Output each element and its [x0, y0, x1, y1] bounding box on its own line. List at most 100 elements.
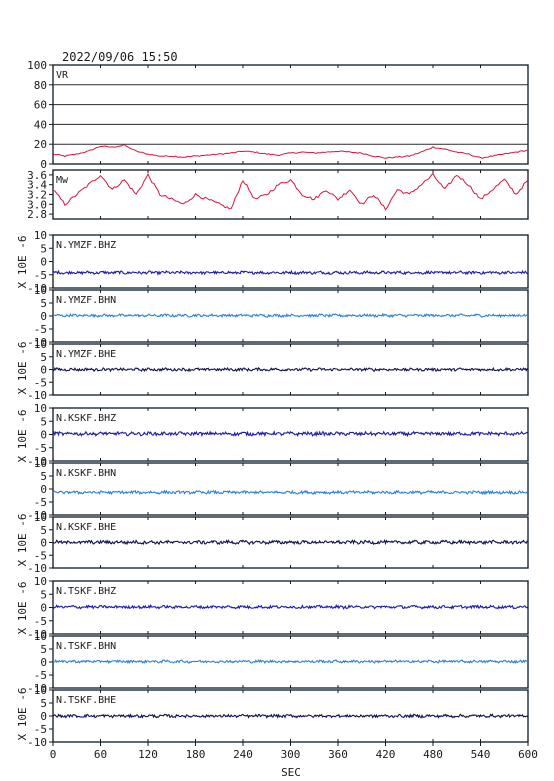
- series-line: [52, 172, 529, 211]
- y-tick-label: -10: [27, 455, 47, 468]
- y-axis-unit-label: X 10E -6: [16, 514, 29, 567]
- panel-label: Mw: [56, 175, 69, 186]
- y-tick-label: -10: [27, 682, 47, 695]
- y-tick-label: 100: [27, 59, 47, 72]
- y-tick-label: 5: [40, 470, 47, 483]
- y-tick-label: 20: [34, 138, 47, 151]
- x-tick-label: 240: [233, 748, 253, 761]
- y-tick-label: 5: [40, 697, 47, 710]
- y-tick-label: -5: [34, 269, 47, 282]
- x-axis-label: SEC: [281, 766, 301, 779]
- panel-vr: 0 20 40 60 80 100 VR: [27, 59, 529, 171]
- y-tick-label: 5: [40, 242, 47, 255]
- panel-label: N.YMZF.BHZ: [56, 240, 116, 251]
- y-tick-label: 10: [34, 229, 47, 242]
- y-tick-label: 10: [34, 402, 47, 415]
- panel-label: N.YMZF.BHE: [56, 349, 116, 360]
- y-tick-label: -5: [34, 442, 47, 455]
- x-tick-label: 300: [281, 748, 301, 761]
- y-axis-unit-label: X 10E -6: [16, 236, 29, 289]
- panel-n-tskf-bhn: -10-505 10 N.TSKF.BHN: [27, 630, 529, 695]
- y-axis-unit-label: X 10E -6: [16, 688, 29, 741]
- y-tick-label: 0: [40, 537, 47, 550]
- series-line: [52, 312, 529, 319]
- y-tick-label: 5: [40, 297, 47, 310]
- y-tick-label: 3.4: [27, 179, 47, 192]
- y-tick-label: -5: [34, 376, 47, 389]
- series-line: [52, 713, 529, 720]
- panel-mw: 2.83.03.23.43.6 Mw: [27, 169, 529, 221]
- y-tick-label: 5: [40, 351, 47, 364]
- y-axis-unit-label: X 10E -6: [16, 410, 29, 463]
- y-tick-label: 60: [34, 99, 47, 112]
- y-tick-label: 0: [40, 310, 47, 323]
- series-line: [52, 144, 529, 159]
- x-tick-label: 360: [328, 748, 348, 761]
- y-tick-label: 0: [40, 364, 47, 377]
- y-tick-label: 0: [40, 710, 47, 723]
- y-tick-label: -5: [34, 549, 47, 562]
- panel-frame: [52, 234, 529, 289]
- y-tick-label: 10: [34, 338, 47, 351]
- y-tick-label: 3.6: [27, 169, 47, 182]
- y-tick-label: -5: [34, 323, 47, 336]
- y-axis-unit-label: X 10E -6: [16, 342, 29, 395]
- y-tick-label: 10: [34, 575, 47, 588]
- panel-frame: [52, 462, 529, 516]
- y-tick-label: -10: [27, 562, 47, 575]
- panel-frame: [52, 64, 529, 165]
- x-axis-ticks: 0 60 120 180 240 300 360 420 480 540 600: [50, 742, 538, 761]
- y-tick-label: 5: [40, 643, 47, 656]
- panel-label: VR: [56, 70, 69, 81]
- x-tick-label: 0: [50, 748, 57, 761]
- series-line: [52, 489, 529, 496]
- panel-label: N.KSKF.BHN: [56, 468, 116, 479]
- y-tick-label: -10: [27, 736, 47, 749]
- figure-title: 2022/09/06 15:50: [62, 50, 178, 64]
- y-tick-label: 10: [34, 284, 47, 297]
- x-tick-label: 120: [138, 748, 158, 761]
- y-tick-label: -10: [27, 509, 47, 522]
- series-line: [52, 366, 529, 373]
- y-tick-label: 0: [40, 656, 47, 669]
- y-tick-label: -5: [34, 669, 47, 682]
- panel-label: N.KSKF.BHZ: [56, 413, 116, 424]
- y-tick-label: 10: [34, 684, 47, 697]
- y-tick-label: -5: [34, 723, 47, 736]
- panel-frame: [52, 407, 529, 462]
- y-tick-label: 5: [40, 588, 47, 601]
- y-tick-label: 0: [40, 483, 47, 496]
- y-tick-label: 10: [34, 457, 47, 470]
- panel-label: N.TSKF.BHN: [56, 641, 116, 652]
- y-tick-label: -10: [27, 282, 47, 295]
- x-tick-label: 420: [376, 748, 396, 761]
- y-tick-label: 0: [40, 602, 47, 615]
- x-tick-label: 480: [423, 748, 443, 761]
- x-tick-label: 600: [518, 748, 538, 761]
- y-tick-label: 80: [34, 79, 47, 92]
- x-tick-label: 60: [94, 748, 107, 761]
- x-tick-label: 540: [471, 748, 491, 761]
- series-line: [52, 658, 529, 665]
- y-axis-unit-label: X 10E -6: [16, 582, 29, 635]
- y-tick-label: 3.2: [27, 189, 47, 202]
- y-axis-labels: X 10E -6 X 10E -6 X 10E -6 X 10E -6 X 10E -6…: [16, 236, 29, 741]
- y-tick-label: 10: [34, 511, 47, 524]
- y-tick-label: 5: [40, 524, 47, 537]
- y-tick-label: 2.8: [27, 208, 47, 221]
- y-tick-label: 5: [40, 415, 47, 428]
- y-tick-label: 3.0: [27, 198, 47, 211]
- panel-label: N.TSKF.BHE: [56, 695, 116, 706]
- panel-label: N.YMZF.BHN: [56, 295, 116, 306]
- y-tick-label: 40: [34, 118, 47, 131]
- y-tick-label: -5: [34, 615, 47, 628]
- panel-frame: [52, 169, 529, 220]
